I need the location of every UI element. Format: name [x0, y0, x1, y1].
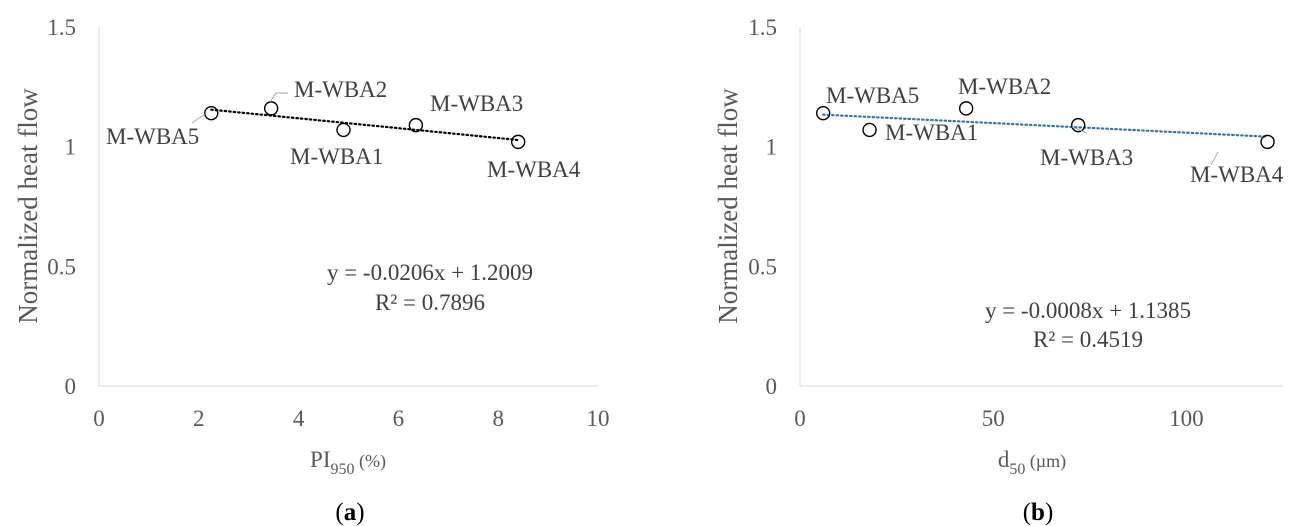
data-label-m-wba4: M-WBA4: [487, 157, 581, 182]
trendline: [210, 108, 520, 142]
y-axis-title: Normalized heat flow: [13, 88, 43, 324]
x-axis-title-subscript: 950: [330, 461, 354, 478]
y-tick-label: 0: [766, 374, 778, 399]
data-point-m-wba3: [1071, 117, 1086, 133]
x-tick-label: 0: [93, 406, 105, 431]
x-axis-title: d50 (µm): [998, 447, 1066, 478]
y-tick-label: 1.5: [47, 15, 76, 40]
trendline-equation: y = -0.0008x + 1.1385: [985, 298, 1191, 323]
y-tick-label: 1.5: [748, 15, 777, 40]
data-point-m-wba4: [1260, 134, 1275, 150]
y-tick-label: 0.5: [47, 254, 76, 279]
x-tick-label: 0: [794, 406, 806, 431]
panel-label: (a): [335, 499, 364, 526]
x-tick-label: 100: [1169, 406, 1204, 431]
data-point-m-wba2: [263, 101, 279, 116]
y-tick-label: 1: [766, 135, 778, 160]
data-point-m-wba3: [408, 117, 424, 133]
r-squared-value: R² = 0.7896: [375, 290, 485, 315]
trendline: [822, 113, 1269, 138]
y-tick-label: 0: [65, 374, 77, 399]
data-label-m-wba2: M-WBA2: [958, 74, 1051, 99]
x-tick-label: 10: [587, 406, 610, 431]
x-axis-title-unit: (%): [354, 451, 385, 472]
data-point-m-wba5: [204, 105, 219, 121]
x-tick-label: 50: [982, 406, 1005, 431]
panel-label: (b): [1023, 499, 1054, 526]
label-leader-line: [269, 92, 288, 103]
data-label-m-wba1: M-WBA1: [885, 120, 978, 145]
data-label-m-wba1: M-WBA1: [290, 144, 383, 169]
data-label-m-wba3: M-WBA3: [1040, 145, 1133, 170]
x-axis-title-unit: (µm): [1025, 451, 1066, 472]
panel-label-letter: b: [1031, 499, 1045, 526]
panel-label-open: (: [1023, 499, 1031, 526]
data-label-m-wba5: M-WBA5: [826, 83, 919, 108]
panel-label-open: (: [335, 499, 343, 526]
panel-label-close: ): [356, 499, 364, 526]
trendline-equation: y = -0.0206x + 1.2009: [327, 260, 533, 285]
x-axis-title-main: PI: [310, 447, 330, 472]
x-tick-label: 6: [393, 406, 405, 431]
data-label-m-wba3: M-WBA3: [430, 91, 523, 116]
chart-panel-a: 0 0.5 1 1.5 0 2 4 6 8 10 Normalized heat flow PI950…: [13, 15, 610, 526]
r-squared-value: R² = 0.4519: [1033, 327, 1143, 352]
panel-label-letter: a: [344, 499, 357, 526]
y-tick-label: 1: [65, 135, 77, 160]
x-axis-title: PI950 (%): [310, 447, 386, 478]
x-tick-label: 2: [193, 406, 205, 431]
y-axis-title: Normalized heat flow: [713, 88, 743, 324]
label-leader-line: [191, 113, 206, 124]
label-leader-line: [1071, 126, 1088, 134]
x-axis-title-main: d: [998, 447, 1010, 472]
x-axis-title-subscript: 50: [1009, 461, 1025, 478]
y-tick-label: 0.5: [748, 254, 777, 279]
data-point-m-wba5: [815, 105, 831, 121]
data-label-m-wba5: M-WBA5: [106, 124, 199, 149]
data-point-m-wba1: [336, 122, 351, 138]
data-point-m-wba4: [510, 134, 526, 150]
data-label-m-wba2: M-WBA2: [294, 77, 387, 102]
data-label-m-wba4: M-WBA4: [1190, 162, 1284, 187]
panel-label-close: ): [1045, 499, 1053, 526]
x-tick-label: 8: [492, 406, 504, 431]
x-tick-label: 4: [293, 406, 305, 431]
label-leader-line: [1210, 151, 1219, 166]
data-point-m-wba1: [862, 122, 877, 138]
data-point-m-wba2: [958, 101, 974, 116]
